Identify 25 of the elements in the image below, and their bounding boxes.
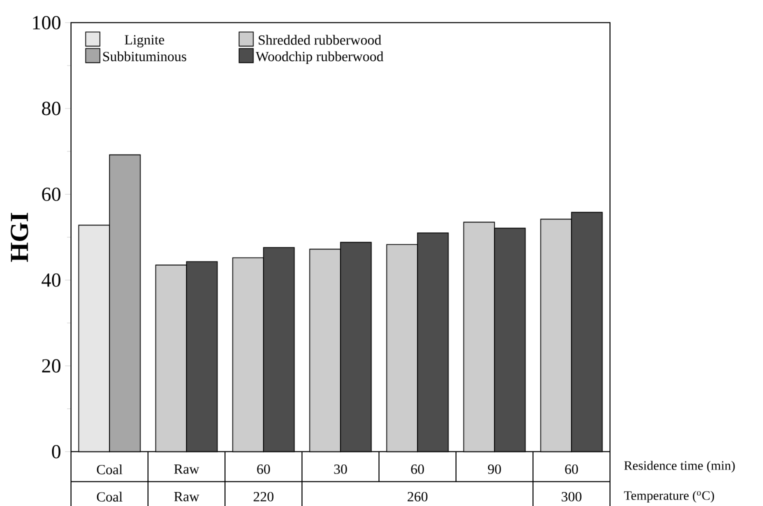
x-axis-title: Residence time (min)	[624, 460, 735, 473]
legend-label: Shredded rubberwood	[258, 34, 382, 45]
text: 300	[562, 492, 582, 502]
y-tick-label: 100	[33, 16, 60, 30]
x-tick-label: 60	[565, 464, 578, 474]
y-tick-label: 80	[42, 102, 60, 116]
y-tick-label: 60	[42, 188, 60, 201]
legend-label: Subbituminous	[103, 51, 186, 62]
x-tick-label: 90	[488, 464, 501, 474]
x-tick-label: Coal	[96, 464, 122, 474]
y-tick-label: 0	[52, 444, 60, 458]
x-tick-label: 60	[411, 464, 424, 474]
legend-label: Woodchip rubberwood	[256, 51, 384, 64]
legend-label: Lignite	[124, 35, 164, 48]
text: Raw	[174, 492, 200, 502]
x-tick-label: 60	[257, 464, 270, 474]
y-tick-label: 40	[42, 273, 60, 287]
text: 260	[408, 492, 428, 502]
text: Coal	[96, 492, 122, 502]
x-tick-label: Raw	[174, 464, 200, 474]
text: 220	[254, 492, 274, 502]
text: Temperature ($^{o}$C)	[624, 490, 714, 503]
y-axis-title: HGI	[10, 212, 28, 262]
x-tick-label: 30	[334, 464, 347, 474]
y-tick-label: 20	[42, 359, 60, 373]
